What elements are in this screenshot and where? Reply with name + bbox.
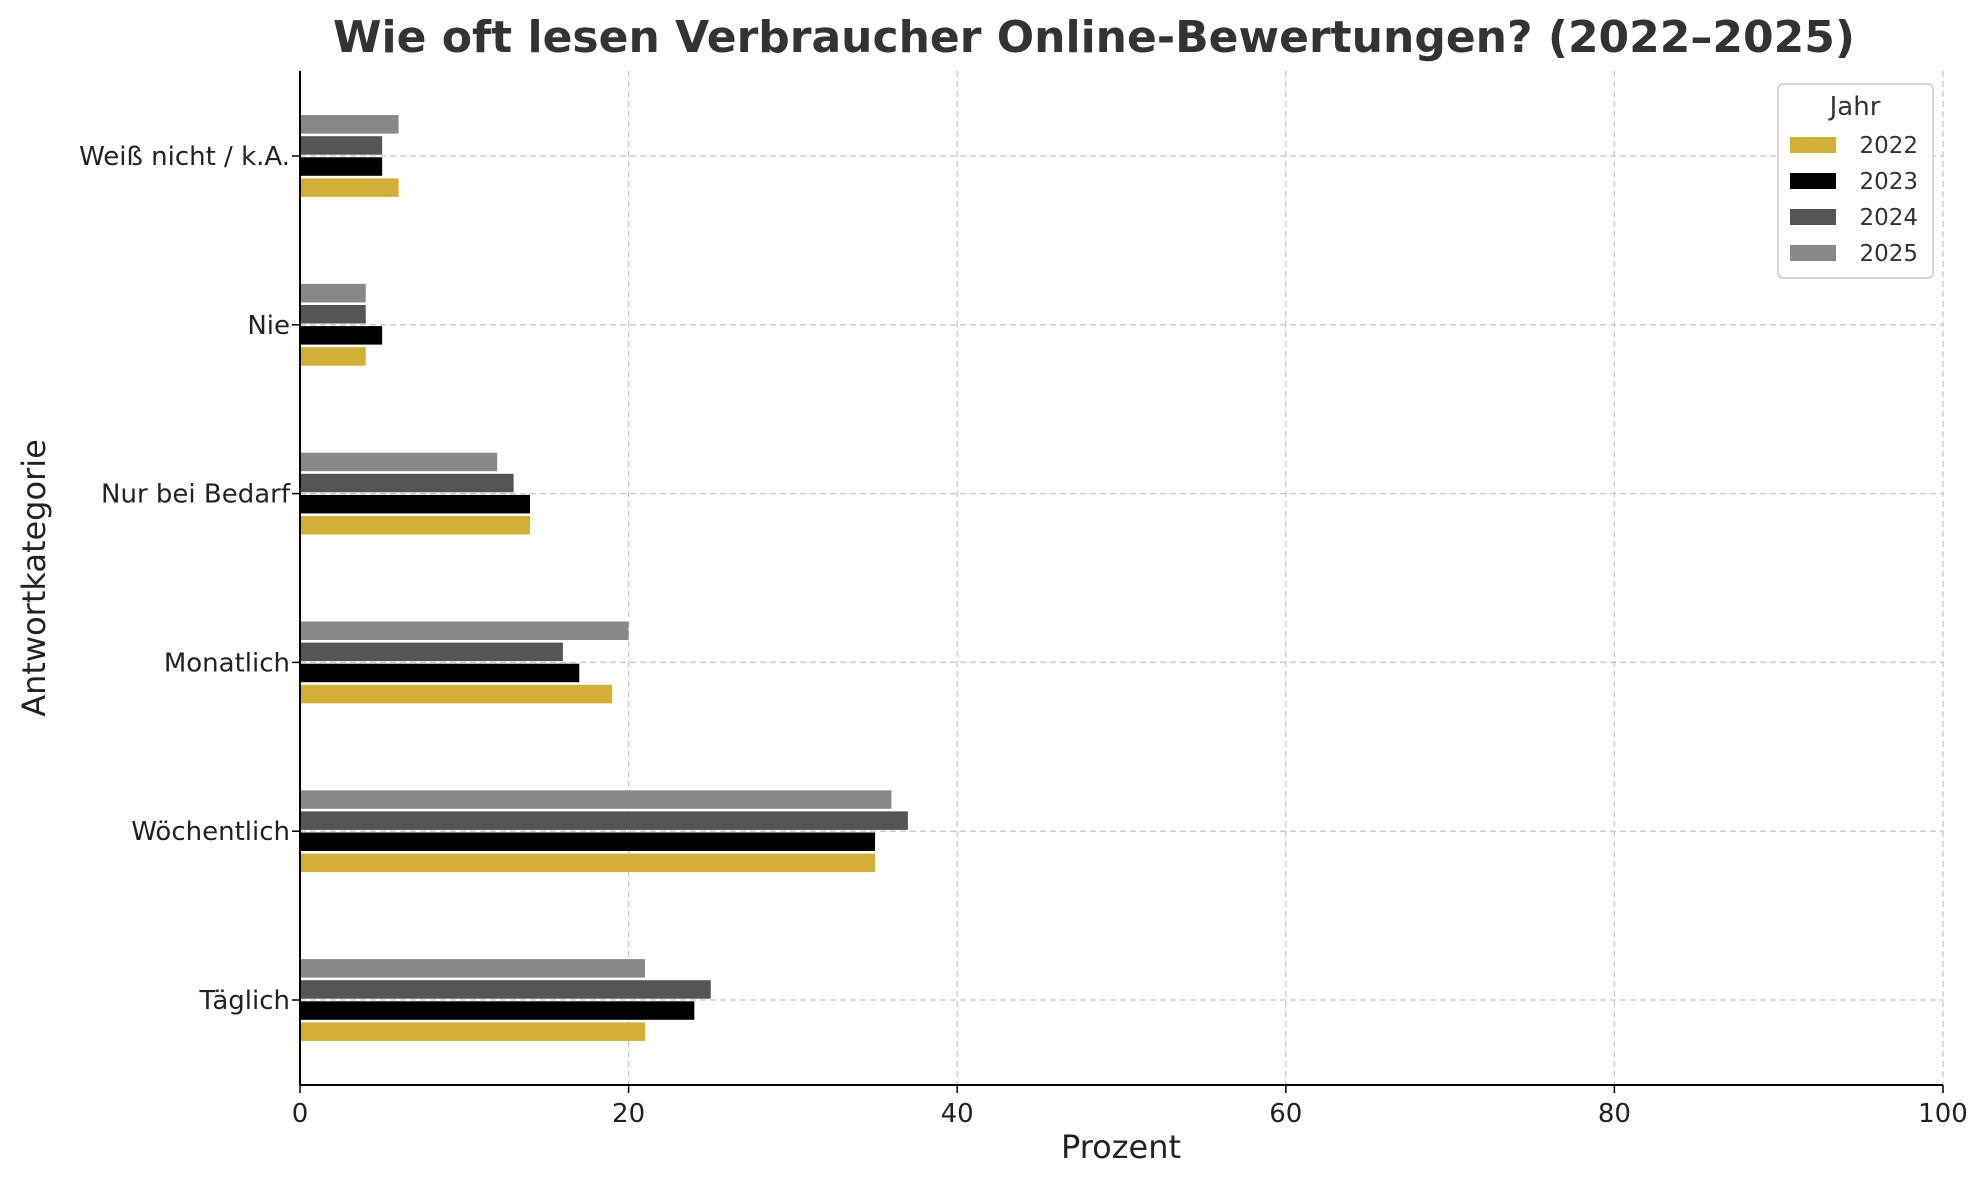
bar-2022-5 — [301, 178, 399, 197]
y-tick-label: Weiß nicht / k.A. — [79, 142, 290, 172]
x-tick-label: 80 — [1598, 1099, 1631, 1129]
bars — [301, 115, 908, 1041]
bar-2022-3 — [301, 516, 531, 535]
grid-lines — [300, 71, 1944, 1085]
x-tick-labels: 0 20 40 60 80 100 — [292, 1085, 1968, 1129]
bar-2023-3 — [301, 494, 531, 514]
bar-2022-2 — [301, 684, 613, 704]
bar-2023-5 — [301, 157, 383, 176]
legend-label-2024: 2024 — [1859, 205, 1918, 231]
x-tick-label: 60 — [1269, 1099, 1302, 1129]
y-tick-label: Wöchentlich — [131, 817, 290, 847]
bar-2025-5 — [301, 115, 399, 134]
legend-title: Jahr — [1828, 92, 1881, 122]
bar-2025-0 — [301, 959, 646, 978]
y-axis-label: Antwortkategorie — [15, 439, 53, 717]
bar-2022-0 — [301, 1022, 646, 1041]
bar-2023-0 — [301, 1001, 695, 1020]
x-tick-label: 40 — [941, 1099, 974, 1129]
legend-box — [1777, 83, 1934, 279]
legend: Jahr 2022 2023 2024 2025 — [1777, 83, 1934, 279]
bar-2024-2 — [301, 642, 563, 662]
bar-2024-0 — [301, 980, 711, 999]
x-tick-label: 100 — [1918, 1099, 1968, 1129]
bar-2025-2 — [301, 621, 629, 640]
bar-2025-3 — [301, 452, 498, 472]
legend-label-2025: 2025 — [1859, 241, 1918, 267]
legend-swatch-2022 — [1790, 137, 1836, 153]
x-axis-label: Prozent — [1061, 1128, 1181, 1166]
y-tick-labels: Täglich Wöchentlich Monatlich Nur bei Bedar… — [79, 142, 300, 1016]
bar-2023-4 — [301, 326, 383, 345]
bar-2024-3 — [301, 473, 514, 493]
bar-2023-1 — [301, 832, 876, 851]
bar-2025-1 — [301, 790, 892, 809]
bar-2025-4 — [301, 283, 366, 303]
y-tick-label: Nur bei Bedarf — [101, 480, 291, 510]
bar-2024-1 — [301, 811, 908, 830]
legend-swatch-2023 — [1790, 173, 1836, 189]
y-tick-label: Täglich — [198, 986, 290, 1016]
bar-2023-2 — [301, 663, 580, 683]
bar-2022-4 — [301, 347, 366, 366]
bar-2024-4 — [301, 305, 366, 324]
bar-2022-1 — [301, 853, 876, 873]
legend-swatch-2024 — [1790, 209, 1836, 225]
legend-label-2022: 2022 — [1859, 133, 1918, 159]
x-tick-label: 0 — [292, 1099, 309, 1129]
y-tick-label: Monatlich — [164, 648, 290, 678]
x-tick-label: 20 — [612, 1099, 645, 1129]
legend-label-2023: 2023 — [1859, 169, 1918, 195]
bar-2024-5 — [301, 136, 383, 155]
chart-title: Wie oft lesen Verbraucher Online-Bewertu… — [333, 12, 1855, 63]
y-tick-label: Nie — [247, 311, 290, 341]
legend-swatch-2025 — [1790, 245, 1836, 261]
